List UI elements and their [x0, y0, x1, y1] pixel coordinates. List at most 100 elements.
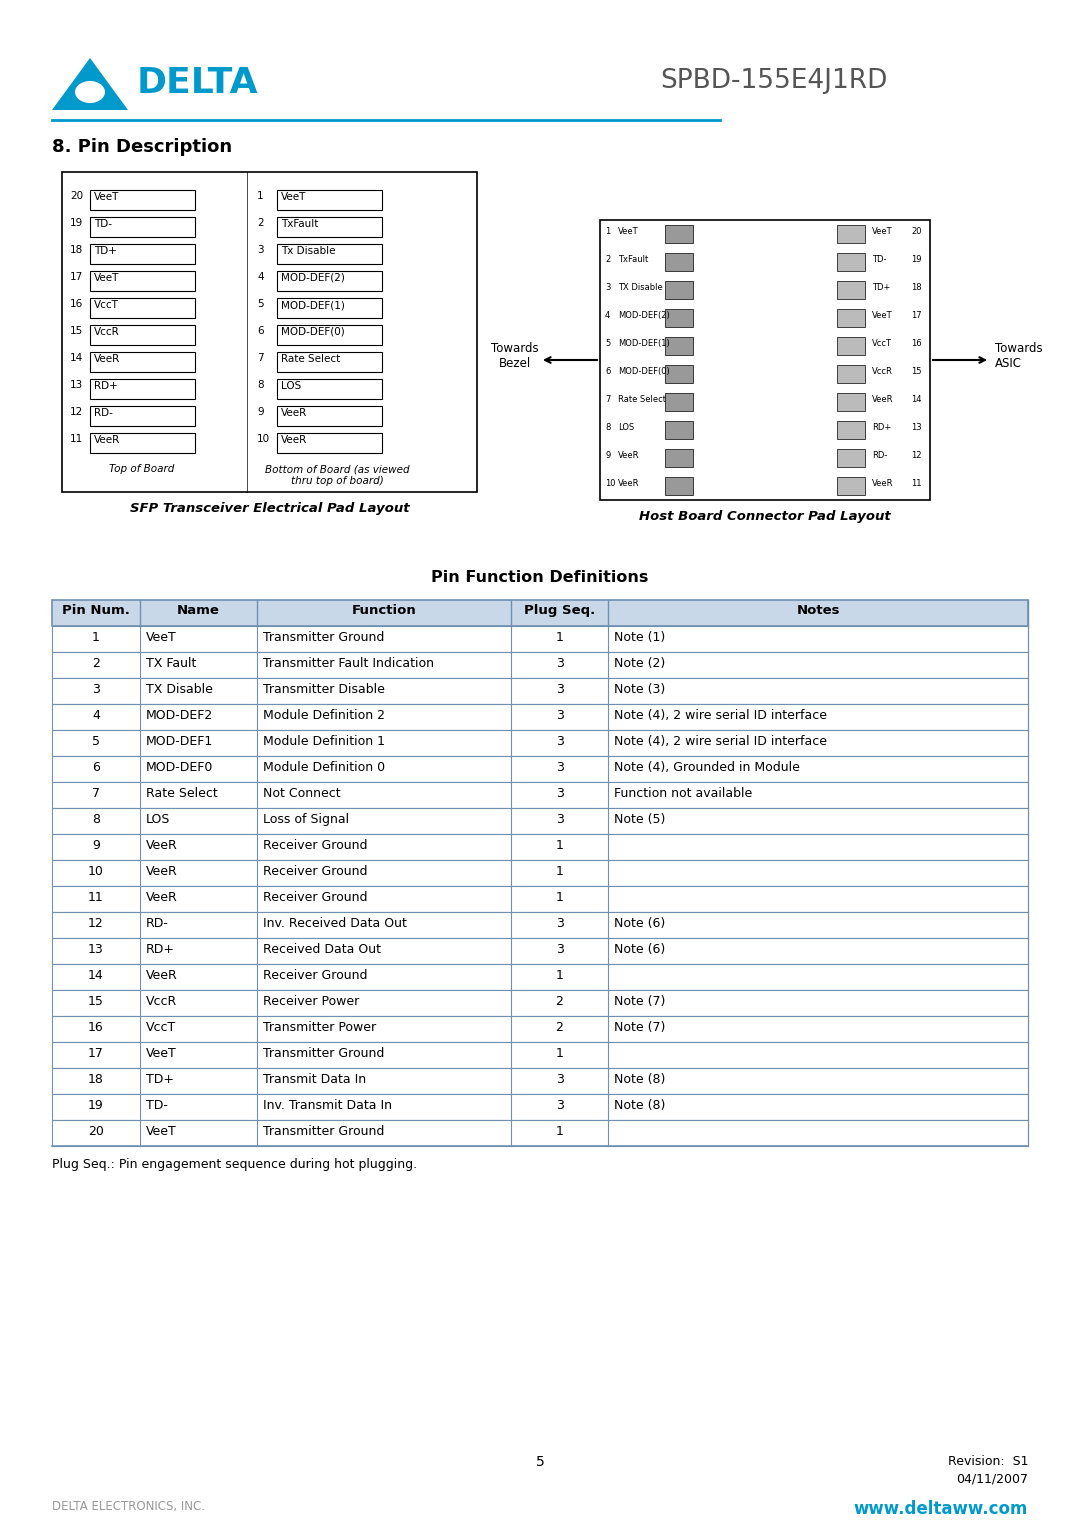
Bar [837, 309, 865, 327]
Text: 3: 3 [555, 709, 564, 723]
Text: VccR: VccR [146, 995, 177, 1008]
Text: TxFault: TxFault [281, 219, 319, 229]
Bar [90, 189, 195, 209]
Text: VeeR: VeeR [146, 865, 177, 879]
Text: 7: 7 [257, 353, 264, 364]
Text: 17: 17 [70, 272, 83, 283]
Bar [52, 601, 1028, 626]
Bar [837, 477, 865, 495]
Text: 12: 12 [912, 451, 922, 460]
Text: DELTA ELECTRONICS, INC.: DELTA ELECTRONICS, INC. [52, 1500, 205, 1513]
Text: LOS: LOS [618, 423, 634, 432]
Text: Transmitter Fault Indication: Transmitter Fault Indication [262, 657, 434, 669]
Text: Inv. Transmit Data In: Inv. Transmit Data In [262, 1099, 392, 1112]
Text: 8. Pin Description: 8. Pin Description [52, 138, 232, 156]
Text: Note (7): Note (7) [615, 995, 665, 1008]
Text: Bottom of Board (as viewed
thru top of board): Bottom of Board (as viewed thru top of b… [265, 465, 409, 486]
Text: VeeR: VeeR [872, 478, 893, 487]
Text: 3: 3 [555, 1073, 564, 1086]
Text: Note (4), 2 wire serial ID interface: Note (4), 2 wire serial ID interface [615, 735, 827, 749]
Text: TX Disable: TX Disable [618, 283, 663, 292]
Bar [52, 912, 1028, 938]
Bar [52, 1042, 1028, 1068]
Text: VccT: VccT [146, 1021, 176, 1034]
Text: 19: 19 [70, 219, 83, 228]
Text: 16: 16 [912, 339, 922, 348]
Text: 8: 8 [257, 380, 264, 390]
Text: VccT: VccT [872, 339, 892, 348]
Text: VeeT: VeeT [146, 1047, 177, 1060]
Text: 6: 6 [257, 325, 264, 336]
Text: TD+: TD+ [94, 246, 117, 257]
Text: 17: 17 [87, 1047, 104, 1060]
Bar [90, 351, 195, 371]
Bar [276, 189, 382, 209]
Text: 5: 5 [257, 299, 264, 309]
Bar [665, 477, 693, 495]
Text: 1: 1 [555, 1047, 564, 1060]
Text: LOS: LOS [281, 380, 301, 391]
Text: MOD-DEF(1): MOD-DEF(1) [618, 339, 670, 348]
Text: TD-: TD- [146, 1099, 167, 1112]
Text: VeeR: VeeR [94, 354, 120, 364]
Bar [90, 217, 195, 237]
Text: Tx Disable: Tx Disable [281, 246, 336, 257]
Text: MOD-DEF2: MOD-DEF2 [146, 709, 213, 723]
Text: 10: 10 [87, 865, 104, 879]
Text: Towards
Bezel: Towards Bezel [491, 342, 539, 370]
Text: Receiver Ground: Receiver Ground [262, 969, 367, 983]
Text: Receiver Ground: Receiver Ground [262, 891, 367, 905]
Text: VeeR: VeeR [872, 396, 893, 403]
Bar [600, 220, 930, 500]
Text: 3: 3 [257, 244, 264, 255]
Text: TD+: TD+ [872, 283, 890, 292]
Text: Rate Select: Rate Select [146, 787, 217, 801]
Bar [837, 365, 865, 384]
Bar [52, 756, 1028, 782]
Bar [52, 886, 1028, 912]
Text: 5: 5 [92, 735, 100, 749]
Bar [837, 281, 865, 299]
Bar [52, 1094, 1028, 1120]
Text: Module Definition 0: Module Definition 0 [262, 761, 386, 775]
Text: Not Connect: Not Connect [262, 787, 340, 801]
Text: Notes: Notes [796, 604, 840, 617]
Bar [665, 254, 693, 270]
Text: 1: 1 [555, 631, 564, 643]
Bar [837, 254, 865, 270]
Text: 18: 18 [87, 1073, 104, 1086]
Text: MOD-DEF(2): MOD-DEF(2) [618, 312, 670, 319]
Text: LOS: LOS [146, 813, 171, 827]
Text: VeeR: VeeR [94, 435, 120, 445]
Text: SPBD-155E4J1RD: SPBD-155E4J1RD [660, 69, 888, 95]
Bar [276, 379, 382, 399]
Text: VccR: VccR [872, 367, 893, 376]
Text: 13: 13 [70, 380, 83, 390]
Bar [52, 782, 1028, 808]
Text: Rate Select: Rate Select [618, 396, 666, 403]
Text: Towards
ASIC: Towards ASIC [995, 342, 1042, 370]
Bar [276, 351, 382, 371]
Text: Top of Board: Top of Board [109, 465, 175, 474]
Text: 14: 14 [70, 353, 83, 364]
Text: 19: 19 [912, 255, 922, 264]
Bar [52, 964, 1028, 990]
Text: Function not available: Function not available [615, 787, 753, 801]
Text: www.deltaww.com: www.deltaww.com [853, 1500, 1028, 1517]
Text: 10: 10 [257, 434, 270, 445]
Text: Revision:  S1: Revision: S1 [947, 1455, 1028, 1468]
Bar [276, 298, 382, 318]
Bar [52, 678, 1028, 704]
Text: TX Fault: TX Fault [146, 657, 197, 669]
Text: 11: 11 [70, 434, 83, 445]
Text: Transmitter Ground: Transmitter Ground [262, 1047, 384, 1060]
Text: 14: 14 [89, 969, 104, 983]
Text: VeeT: VeeT [872, 228, 893, 235]
Text: Transmitter Ground: Transmitter Ground [262, 631, 384, 643]
Text: 14: 14 [912, 396, 922, 403]
Text: 8: 8 [605, 423, 610, 432]
Text: TX Disable: TX Disable [146, 683, 213, 695]
Text: MOD-DEF(1): MOD-DEF(1) [281, 299, 345, 310]
Text: Host Board Connector Pad Layout: Host Board Connector Pad Layout [639, 510, 891, 523]
Text: 1: 1 [92, 631, 99, 643]
